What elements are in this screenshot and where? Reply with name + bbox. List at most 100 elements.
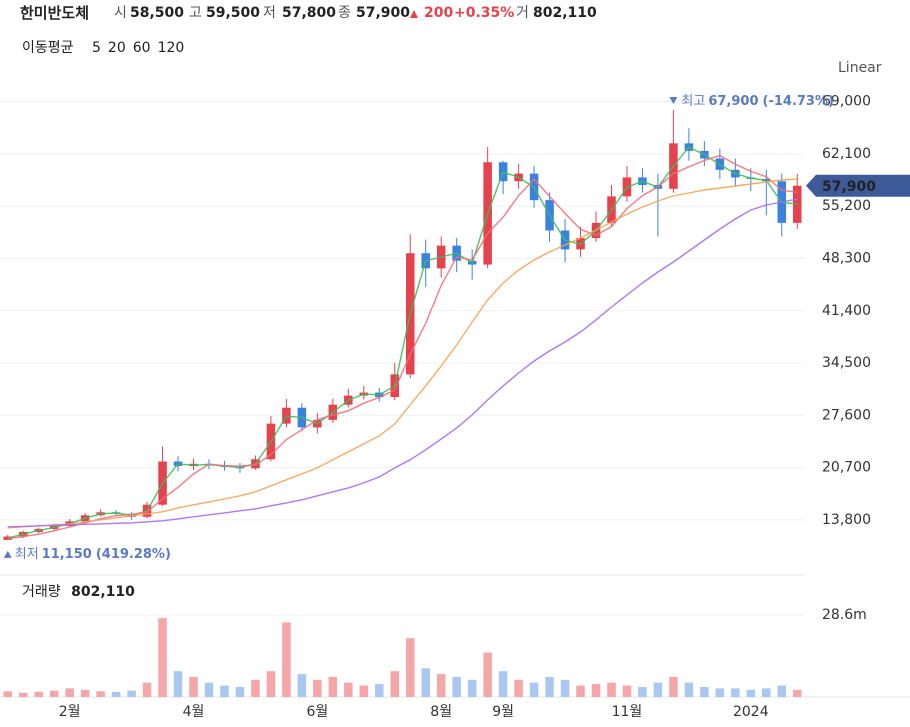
volume-bar [731, 688, 740, 697]
volume-bar [18, 692, 28, 697]
legend-entry: 20 [108, 40, 126, 56]
stock-name: 한미반도체 [20, 4, 89, 22]
volume-bar [375, 684, 384, 697]
legend-entry: 120 [158, 40, 185, 56]
x-tick-label: 4월 [183, 704, 205, 720]
volume-bar [235, 686, 245, 697]
y-tick-label: 62,100 [822, 146, 871, 162]
volume-bar [282, 622, 291, 697]
volume-bar [514, 679, 523, 697]
volume-bar [189, 676, 198, 697]
volume-bar [359, 685, 369, 697]
volume-bar [793, 689, 802, 697]
volume-bar [65, 688, 74, 697]
volume-bar [3, 691, 12, 697]
volume-bar [684, 682, 694, 697]
volume-bar [669, 676, 678, 697]
close-label: 종 [338, 5, 351, 21]
quote-header: 한미반도체 시 58,500 고 59,500 저 57,800 종 57,90… [20, 4, 597, 22]
low-value: 57,800 [282, 5, 336, 21]
volume-bar [591, 684, 601, 697]
volume-bar [436, 674, 446, 697]
x-tick-label: 9월 [492, 704, 514, 720]
volume-bar [142, 682, 152, 697]
low-label: 최저 [15, 546, 39, 561]
volume-title-label: 거래량 [22, 584, 61, 600]
y-tick-label: 48,300 [822, 250, 871, 266]
volume-bar [762, 688, 771, 697]
volume-value: 802,110 [533, 5, 597, 21]
high-annotation: 최고 67,900 (-14.73%) [681, 94, 834, 109]
volume-bar [576, 685, 585, 697]
volume-bar [746, 689, 756, 697]
volume-bar [344, 682, 353, 697]
y-tick-label: 20,700 [822, 460, 871, 476]
close-value: 57,900 [356, 5, 410, 21]
volume-bar [715, 688, 725, 697]
volume-bar [498, 671, 508, 697]
change-value: 200 [424, 5, 453, 21]
volume-label: 거 [516, 5, 529, 21]
open-value: 58,500 [130, 5, 184, 21]
last-price-tag [806, 174, 910, 197]
x-tick-label: 6월 [306, 704, 328, 720]
volume-bar [560, 679, 570, 697]
volume-bar [251, 679, 260, 697]
volume-title-value: 802,110 [71, 584, 135, 600]
volume-bar [328, 676, 338, 697]
volume-bar [220, 685, 229, 697]
open-label: 시 [114, 5, 127, 21]
high-label: 최고 [681, 94, 705, 109]
volume-bar [777, 685, 787, 697]
legend-entry: 60 [133, 40, 151, 56]
volume-bar [266, 671, 276, 697]
scale-toggle[interactable]: Linear [838, 60, 882, 76]
volume-bar [127, 690, 136, 697]
volume-bar [405, 638, 415, 697]
volume-bar [653, 682, 663, 697]
ma-legend: 5 20 60 120 [92, 40, 184, 56]
moving-average-line [7, 178, 798, 529]
x-tick-label: 2월 [59, 704, 81, 720]
x-tick-label: 2024 [733, 704, 769, 720]
volume-bar [313, 679, 322, 697]
y-tick-label: 28.6m [822, 607, 867, 623]
high-change: (-14.73%) [763, 94, 834, 109]
high-value: 67,900 [708, 94, 758, 109]
volume-bar [638, 686, 647, 697]
y-tick-label: 69,000 [822, 94, 871, 110]
low-value: 11,150 [42, 546, 92, 561]
volume-bar [421, 668, 430, 697]
volume-bar [204, 682, 214, 697]
volume-bar [390, 671, 400, 697]
y-tick-label: 41,400 [822, 303, 871, 319]
low-marker [3, 550, 12, 558]
high-value: 59,500 [206, 5, 260, 21]
low-annotation: 최저 11,150 (419.28%) [15, 546, 171, 561]
volume-bar [49, 690, 59, 697]
x-tick-label: 8월 [430, 704, 452, 720]
volume-bar [297, 674, 307, 697]
candle-body [793, 185, 802, 223]
volume-bar [529, 682, 539, 697]
volume-title: 거래량 802,110 [22, 584, 135, 600]
volume-bar [96, 691, 105, 697]
volume-bar [545, 676, 554, 697]
volume-bar [483, 652, 492, 697]
legend-entry: 5 [92, 40, 101, 56]
volume-bar [452, 676, 461, 697]
volume-bar [700, 686, 709, 697]
x-tick-label: 11월 [612, 704, 643, 720]
y-tick-label: 34,500 [822, 355, 871, 371]
volume-bar [80, 689, 90, 697]
volume-bar [173, 671, 183, 697]
y-tick-label: 13,800 [822, 512, 871, 528]
high-label: 고 [189, 5, 202, 21]
y-tick-label: 55,200 [822, 198, 871, 214]
last-price-label: 57,900 [822, 179, 876, 195]
volume-bar [158, 618, 167, 697]
y-tick-label: 27,600 [822, 407, 871, 423]
low-change: (419.28%) [96, 546, 171, 561]
